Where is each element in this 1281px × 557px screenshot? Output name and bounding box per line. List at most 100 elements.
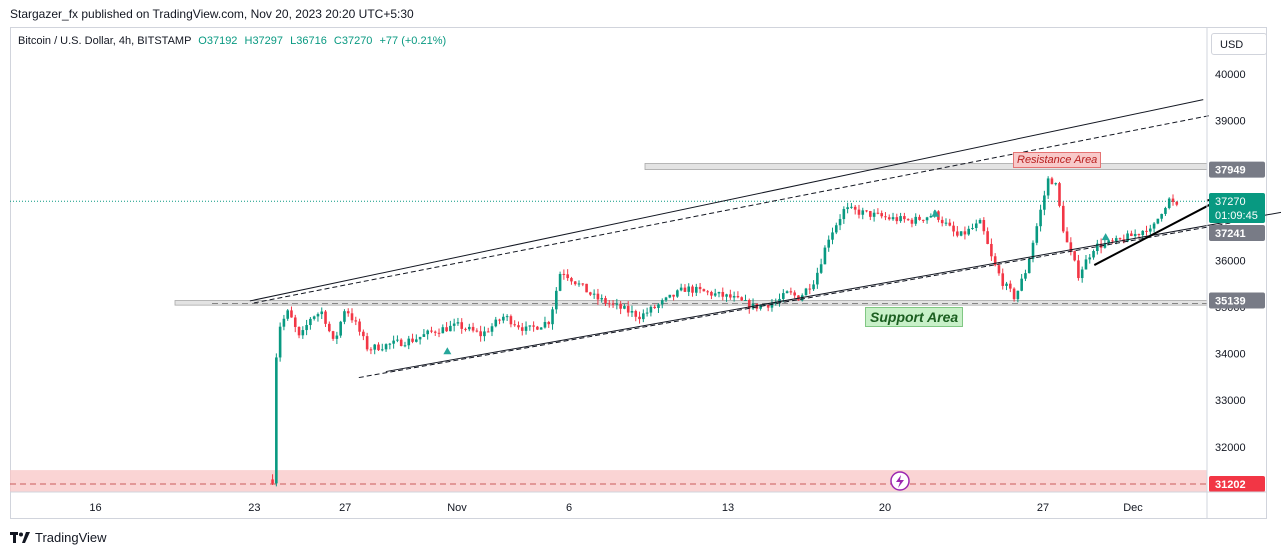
candle-body <box>1001 273 1005 286</box>
candle-body <box>392 340 395 344</box>
candle-body <box>626 306 630 313</box>
publisher-header: Stargazer_fx published on TradingView.co… <box>10 7 414 21</box>
candle-body <box>365 336 369 350</box>
candle-body <box>1080 269 1084 279</box>
candle-body <box>974 223 978 228</box>
candle-body <box>1024 273 1027 279</box>
candle-body <box>1088 257 1092 260</box>
candle-body <box>377 344 380 351</box>
candle-body <box>415 339 418 342</box>
x-tick-label: 27 <box>339 502 351 514</box>
candle-body <box>350 313 354 321</box>
candle-body <box>1118 238 1122 240</box>
currency-button[interactable]: USD <box>1211 33 1267 55</box>
candle-body <box>335 335 339 339</box>
candle-body <box>702 289 706 292</box>
candle-body <box>1141 230 1145 236</box>
support-zone[interactable] <box>174 300 1208 306</box>
signal-marker <box>1101 233 1110 241</box>
candle-body <box>607 303 611 305</box>
candle-body <box>324 311 327 324</box>
signal-marker <box>443 347 452 355</box>
candle-body <box>1005 283 1008 286</box>
candle-body <box>770 303 774 308</box>
candle-body <box>653 306 656 308</box>
candle-body <box>1114 238 1118 242</box>
candle-body <box>808 288 812 290</box>
candle-body <box>456 322 460 324</box>
tag-previous[interactable] <box>1209 225 1265 241</box>
tag-current[interactable] <box>1209 193 1265 223</box>
change-value: +77 (+0.21%) <box>379 35 447 47</box>
candle-body <box>740 297 743 301</box>
candle-body <box>812 284 815 290</box>
tag-resistance-text: 37949 <box>1215 165 1246 177</box>
candle-body <box>490 326 494 332</box>
candle-body <box>600 298 604 300</box>
candle-body <box>838 219 842 226</box>
candle-body <box>369 349 373 351</box>
candle-body <box>396 339 399 341</box>
candle-body <box>604 298 607 304</box>
candle-body <box>528 325 532 327</box>
candle-body <box>816 272 819 285</box>
candle-body <box>959 231 963 236</box>
channel-upper-line[interactable] <box>249 99 1204 302</box>
candle-body <box>555 290 558 310</box>
candle-body <box>766 304 770 308</box>
candle-body <box>1058 183 1061 206</box>
candle-body <box>884 216 887 218</box>
candle-body <box>502 316 505 321</box>
symbol-label: Bitcoin / U.S. Dollar, 4h, BITSTAMP <box>18 35 192 47</box>
tag-resistance[interactable] <box>1209 161 1265 178</box>
support-area-label[interactable]: Support Area <box>865 307 964 327</box>
candle-body <box>679 287 683 291</box>
candle-body <box>505 316 509 318</box>
footer-brand[interactable]: TradingView <box>10 530 107 545</box>
tradingview-logo-icon <box>10 531 30 543</box>
lightning-icon <box>896 475 904 488</box>
resistance-zone[interactable] <box>644 163 1208 170</box>
candle-body <box>755 303 759 309</box>
candle-body <box>948 222 952 226</box>
trend-arrow-line[interactable] <box>1093 198 1220 266</box>
candle-body <box>778 298 781 303</box>
candle-body <box>551 309 554 325</box>
channel-upper-dashed <box>253 115 1210 304</box>
tag-countdown-text: 01:09:45 <box>1215 210 1258 222</box>
tag-support[interactable] <box>1209 292 1265 309</box>
candle-body <box>543 322 547 328</box>
high-value: H37297 <box>244 35 284 47</box>
candle-body <box>956 231 959 236</box>
candle-body <box>642 313 645 320</box>
tag-bottom[interactable] <box>1209 475 1265 492</box>
candle-body <box>967 228 970 235</box>
candle-body <box>823 247 827 265</box>
channel-lower-line[interactable] <box>385 210 1281 373</box>
resistance-area-label[interactable]: Resistance Area <box>1013 152 1102 168</box>
candle-body <box>585 283 588 293</box>
candle-body <box>887 217 891 220</box>
candle-body <box>509 316 513 325</box>
candle-body <box>275 357 278 484</box>
y-tick-label: 33000 <box>1215 395 1246 407</box>
candle-body <box>1103 243 1107 248</box>
candle-body <box>925 217 929 221</box>
candle-body <box>1175 201 1179 205</box>
candle-body <box>721 291 725 297</box>
candle-body <box>293 317 297 327</box>
candle-body <box>558 273 562 291</box>
candle-body <box>611 303 615 305</box>
x-tick-label: Dec <box>1123 502 1143 514</box>
y-tick-label: 34000 <box>1215 349 1246 361</box>
candle-body <box>691 286 694 293</box>
candle-body <box>422 334 426 337</box>
x-tick-label: 6 <box>566 502 572 514</box>
candle-body <box>698 286 702 290</box>
candle-body <box>1160 213 1163 219</box>
candle-body <box>570 278 573 282</box>
candle-body <box>517 325 520 328</box>
candle-body <box>358 321 361 332</box>
candle-body <box>418 336 422 340</box>
